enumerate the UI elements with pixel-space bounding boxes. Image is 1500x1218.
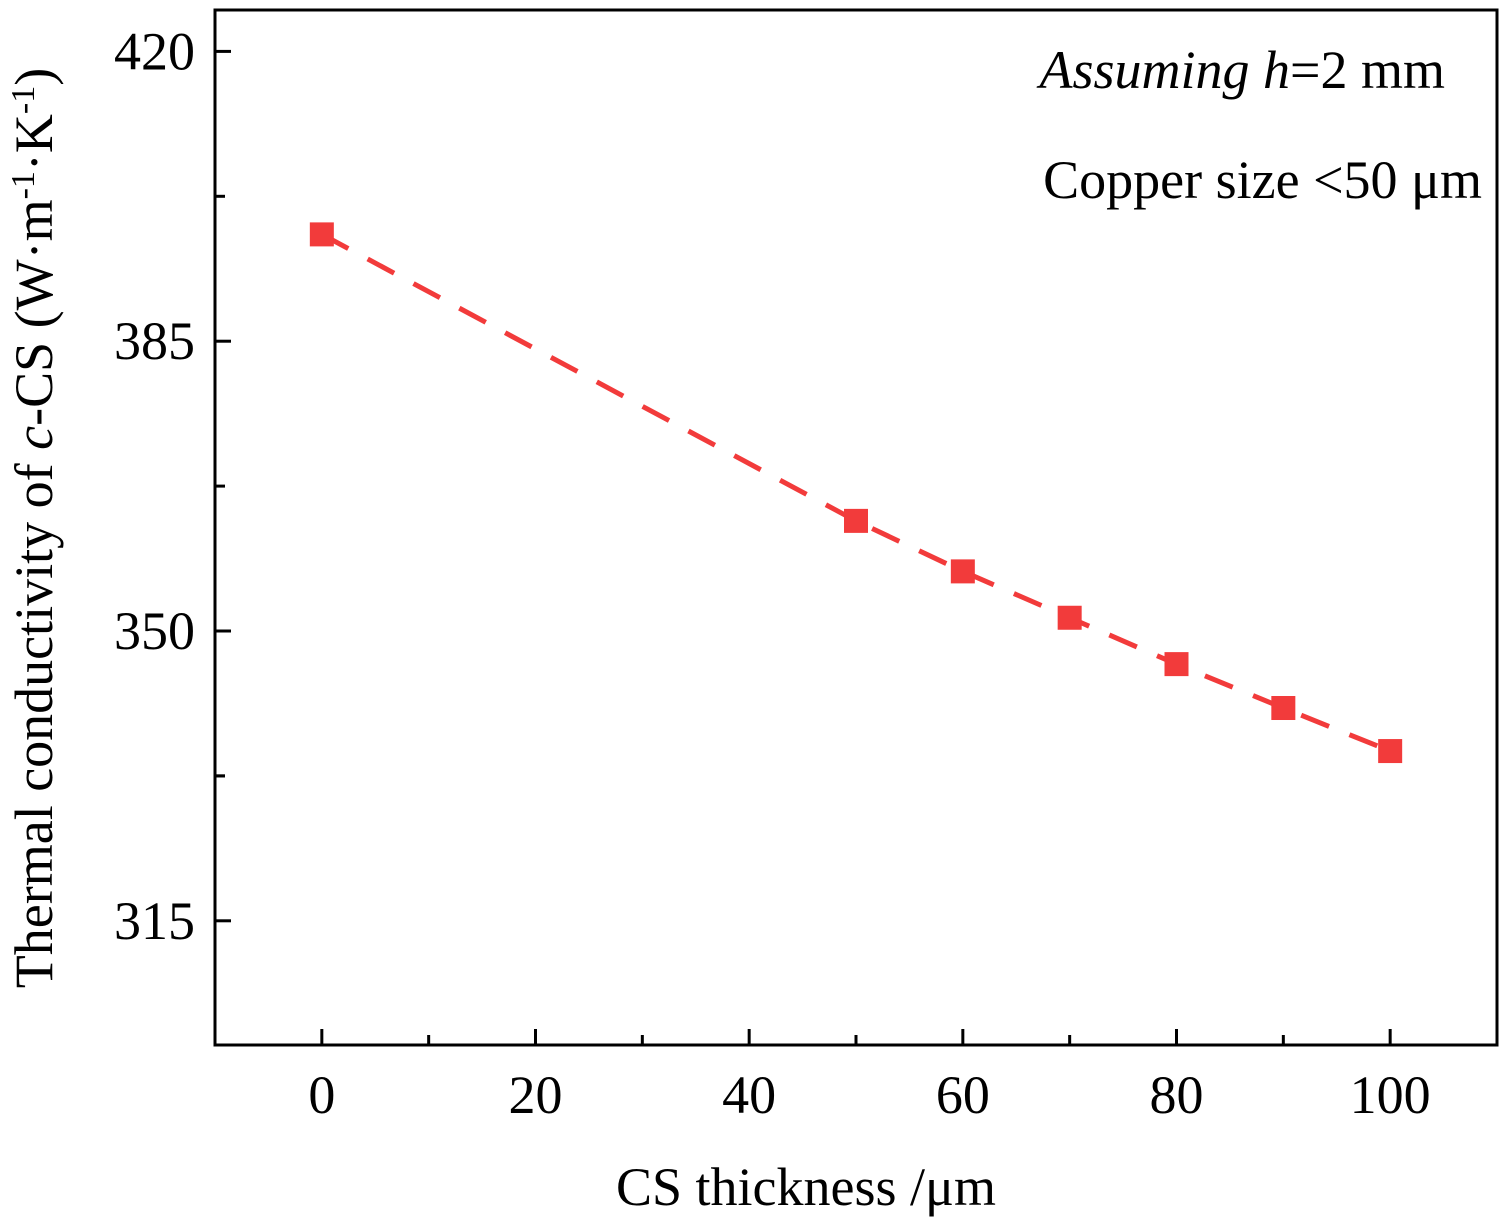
trend-line <box>320 232 1392 754</box>
dashed-trend-line <box>320 232 1392 754</box>
data-point <box>1057 605 1082 630</box>
x-axis-title: CS thickness /μm <box>616 1157 996 1217</box>
y-tick-label: 350 <box>114 601 195 661</box>
data-point <box>1271 696 1296 721</box>
ticks: 0 20 40 60 80 100 315 350 385 420 <box>114 21 1431 1125</box>
x-tick-label: 100 <box>1350 1065 1431 1125</box>
x-tick-label: 80 <box>1150 1065 1204 1125</box>
y-tick-label: 385 <box>114 311 195 371</box>
annotations: Assuming h=2 mm Copper size <50 μm <box>1037 40 1482 210</box>
data-point <box>844 508 868 533</box>
y-tick-label: 420 <box>114 21 195 81</box>
x-tick-label: 60 <box>936 1065 990 1125</box>
plot-frame <box>213 8 1499 1047</box>
x-tick-label: 40 <box>722 1065 776 1125</box>
y-tick-label: 315 <box>114 891 195 951</box>
data-point <box>1164 652 1189 677</box>
x-tick-label: 20 <box>509 1065 563 1125</box>
y-axis-title: Thermal conductivity of c-CS (W·m-1·K-1) <box>4 68 64 988</box>
data-point <box>309 222 334 247</box>
x-tick-label: 0 <box>308 1065 335 1125</box>
annotation-text: Copper size <50 μm <box>1043 150 1482 210</box>
data-point <box>1378 739 1403 764</box>
data-points <box>309 222 1403 764</box>
data-point <box>950 559 975 584</box>
annotation-text: Assuming h=2 mm <box>1037 40 1445 100</box>
